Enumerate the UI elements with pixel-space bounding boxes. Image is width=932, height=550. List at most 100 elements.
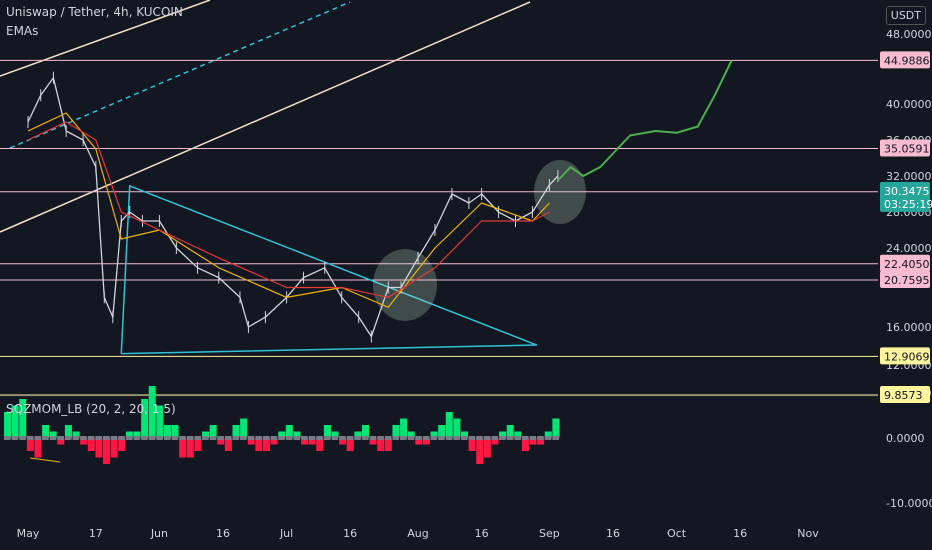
momentum-bar <box>483 438 491 458</box>
squeeze-dot <box>400 436 407 440</box>
momentum-bar <box>293 431 301 438</box>
squeeze-dot <box>179 436 186 440</box>
momentum-bar <box>11 405 19 438</box>
squeeze-dot <box>270 436 278 440</box>
momentum-bar <box>262 438 270 451</box>
squeeze-dot <box>57 436 64 440</box>
momentum-bar <box>179 438 187 458</box>
squeeze-dot <box>110 436 118 440</box>
price-axis-tick: 48.0000 <box>886 28 932 41</box>
price-level-badge <box>880 385 930 403</box>
squeeze-dot <box>156 436 163 440</box>
momentum-bar <box>331 431 339 438</box>
squeeze-dot <box>103 436 110 440</box>
momentum-bar <box>422 438 430 445</box>
momentum-bar <box>110 438 118 458</box>
momentum-bar <box>285 425 293 438</box>
indicator-sqzmom-label[interactable]: SQZMOM_LB (20, 2, 20, 1.5) <box>6 402 176 416</box>
price-axis-tick: 32.0000 <box>886 170 932 183</box>
ema-fast-line <box>27 112 550 308</box>
momentum-bar <box>57 438 65 445</box>
current-price-badge <box>880 181 930 212</box>
squeeze-dot <box>430 436 438 440</box>
squeeze-dot <box>80 436 87 440</box>
momentum-bar <box>209 425 217 438</box>
price-axis-tick: 40.0000 <box>886 98 932 111</box>
price-level-badge <box>880 51 930 69</box>
squeeze-dot <box>552 436 559 440</box>
squeeze-dot <box>148 436 156 440</box>
squeeze-dot <box>278 436 285 440</box>
momentum-bar <box>163 425 171 438</box>
momentum-bar <box>384 438 392 451</box>
squeeze-dot <box>209 436 217 440</box>
momentum-bar <box>537 438 545 445</box>
squeeze-dot <box>361 436 369 440</box>
squeeze-dot <box>377 436 384 440</box>
time-axis-tick: 17 <box>89 527 103 540</box>
price-level-label: 44.9886 <box>884 54 930 67</box>
price-level-label: 22.4050 <box>884 258 930 271</box>
squeeze-dot <box>445 436 453 440</box>
momentum-bar <box>354 431 362 438</box>
squeeze-dot <box>339 436 346 440</box>
squeeze-dot <box>316 436 323 440</box>
squeeze-dot <box>42 436 49 440</box>
momentum-bar <box>369 438 377 445</box>
squeeze-dot <box>460 436 468 440</box>
squeeze-dot <box>171 436 179 440</box>
momentum-bar <box>125 431 133 438</box>
squeeze-dot <box>468 436 476 440</box>
squeeze-dot <box>125 436 133 440</box>
currency-button[interactable]: USDT <box>885 6 926 25</box>
squeeze-dot <box>26 436 34 440</box>
squeeze-dot <box>483 436 491 440</box>
squeeze-dot <box>133 436 141 440</box>
squeeze-dot <box>346 436 354 440</box>
squeeze-dot <box>49 436 57 440</box>
squeeze-dot <box>529 436 537 440</box>
squeeze-dot <box>202 436 209 440</box>
time-axis-tick: 16 <box>475 527 489 540</box>
squeeze-dot <box>87 436 95 440</box>
squeeze-dot <box>499 436 506 440</box>
momentum-bar <box>34 438 42 458</box>
squeeze-dot <box>141 436 148 440</box>
momentum-bar <box>49 431 57 438</box>
momentum-bar <box>171 425 179 438</box>
squeeze-dot <box>163 436 171 440</box>
squeeze-dot <box>19 436 26 440</box>
momentum-bar <box>445 412 453 438</box>
momentum-bar <box>430 431 438 438</box>
squeeze-dot <box>34 436 42 440</box>
momentum-bar <box>491 438 499 445</box>
squeeze-dot <box>224 436 232 440</box>
momentum-bar <box>308 438 316 445</box>
ema-slow-line <box>27 121 550 298</box>
momentum-bar <box>506 425 514 438</box>
time-axis-tick: 16 <box>216 527 230 540</box>
momentum-trendline <box>29 457 61 463</box>
indicator-ema-label[interactable]: EMAs <box>6 24 39 38</box>
momentum-bar <box>118 438 126 451</box>
price-level-label: 12.9069 <box>884 350 930 363</box>
momentum-bar <box>224 438 232 451</box>
time-axis-tick: Aug <box>407 527 428 540</box>
momentum-bar <box>529 438 537 445</box>
momentum-bar <box>400 418 408 438</box>
squeeze-dot <box>506 436 514 440</box>
momentum-bar <box>103 438 111 464</box>
momentum-bar <box>476 438 484 464</box>
price-axis-tick: 24.0000 <box>886 242 932 255</box>
price-level-badge <box>880 254 930 272</box>
momentum-bar <box>133 431 141 438</box>
time-axis-tick: Jun <box>150 527 168 540</box>
squeeze-dot <box>537 436 544 440</box>
squeeze-dot <box>453 436 460 440</box>
price-level-badge <box>880 139 930 157</box>
squeeze-dot <box>308 436 316 440</box>
squeeze-dot <box>491 436 499 440</box>
momentum-bar <box>521 438 529 451</box>
